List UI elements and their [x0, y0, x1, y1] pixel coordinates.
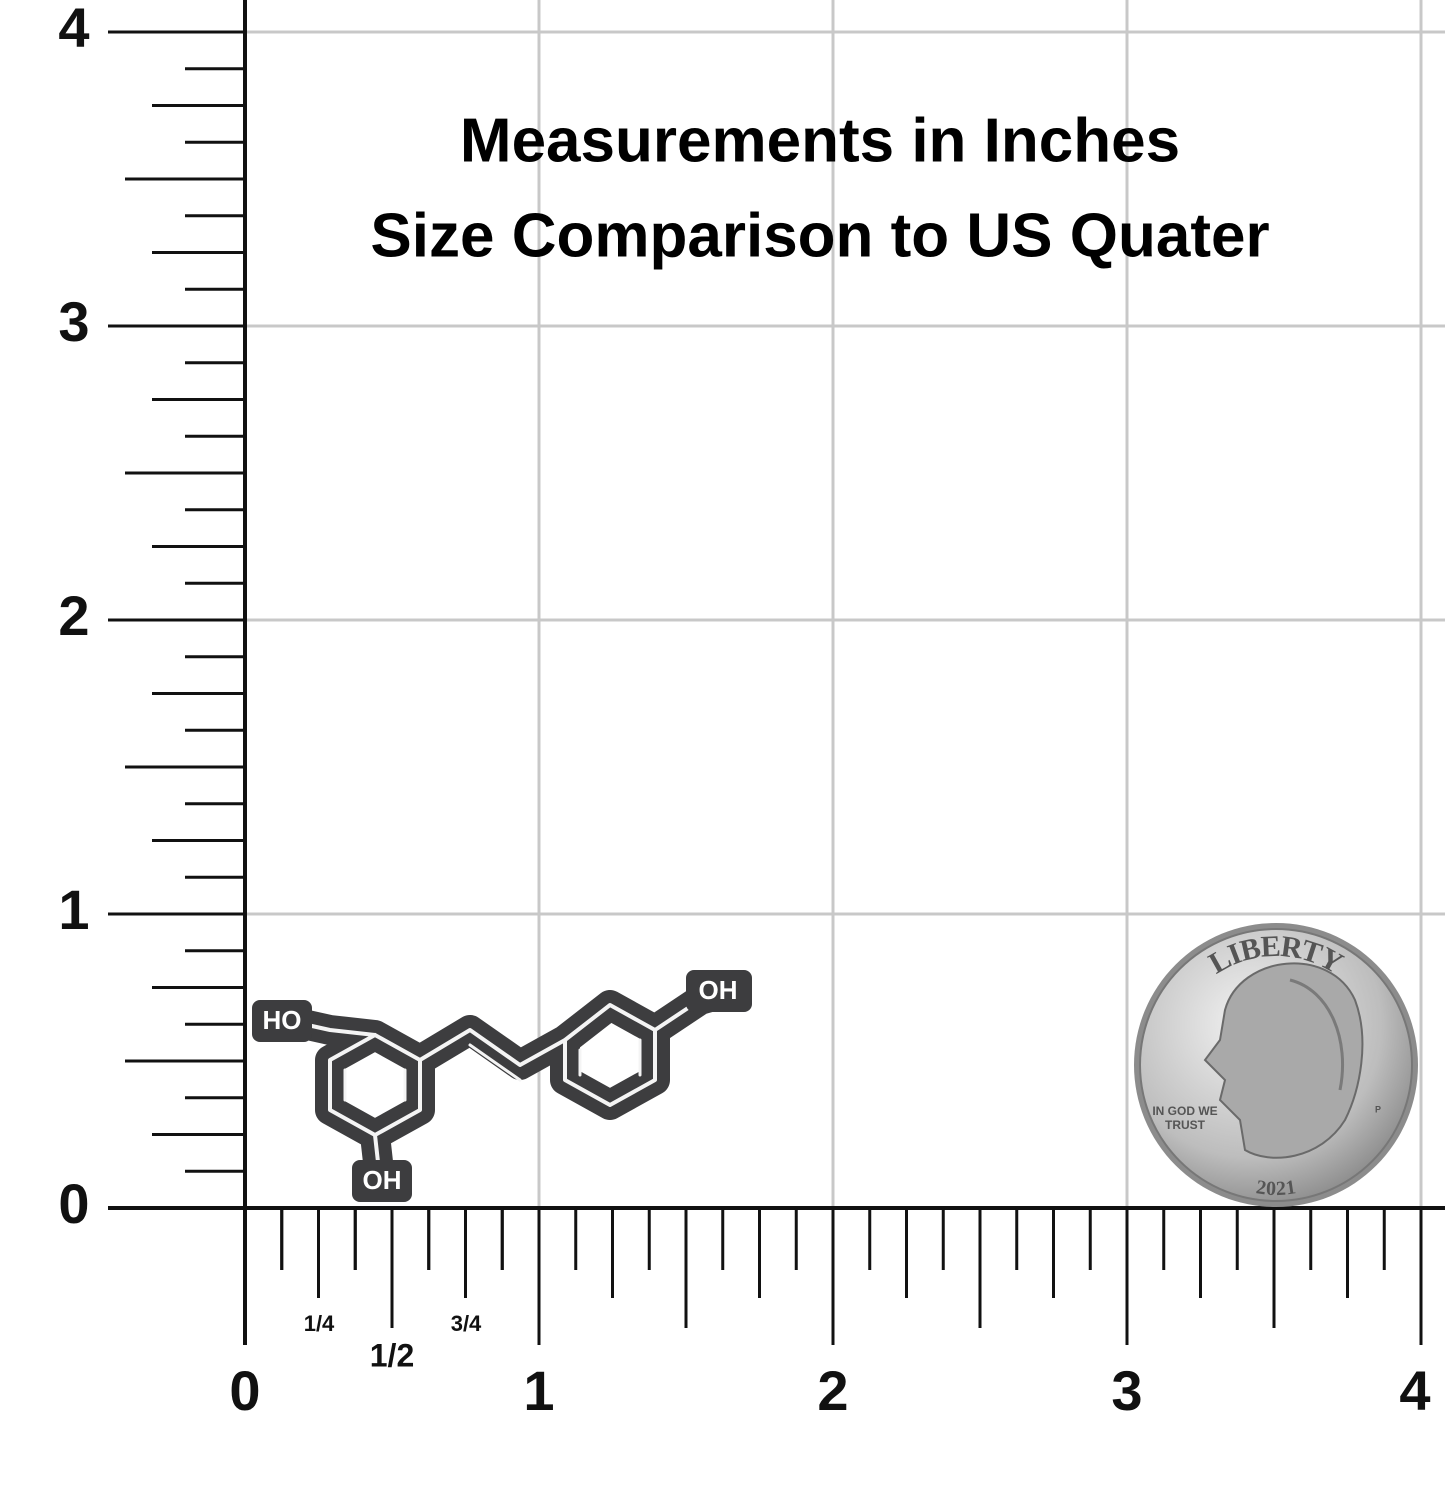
ruler-fraction-label: 3/4	[451, 1311, 482, 1336]
ruler-label: 4	[1399, 1359, 1430, 1422]
grid	[245, 0, 1445, 1208]
ruler-label: 0	[58, 1172, 89, 1235]
ruler	[108, 0, 1445, 1345]
title-line: Measurements in Inches	[460, 106, 1180, 175]
ruler-label: 2	[58, 584, 89, 647]
title-line: Size Comparison to US Quater	[370, 201, 1269, 270]
ruler-label: 1	[58, 878, 89, 941]
molecule-pin	[252, 970, 752, 1202]
ruler-fraction-label: 1/2	[370, 1337, 414, 1373]
molecule-label: OH	[699, 975, 738, 1005]
ruler-label: 3	[1111, 1359, 1142, 1422]
ruler-label: 3	[58, 290, 89, 353]
ruler-label: 0	[229, 1359, 260, 1422]
ruler-fraction-label: 1/4	[304, 1311, 335, 1336]
coin-text: 2021	[1255, 1176, 1298, 1200]
coin-text: TRUST	[1165, 1118, 1206, 1132]
ruler-label: 2	[817, 1359, 848, 1422]
quarter-coin	[1134, 923, 1418, 1207]
coin-text: P	[1375, 1104, 1381, 1114]
molecule-label: OH	[363, 1165, 402, 1195]
ruler-label: 4	[58, 0, 89, 59]
molecule-label: HO	[263, 1005, 302, 1035]
ruler-label: 1	[523, 1359, 554, 1422]
coin-text: 2021	[1255, 1176, 1298, 1200]
coin-text: IN GOD WE	[1152, 1104, 1217, 1118]
